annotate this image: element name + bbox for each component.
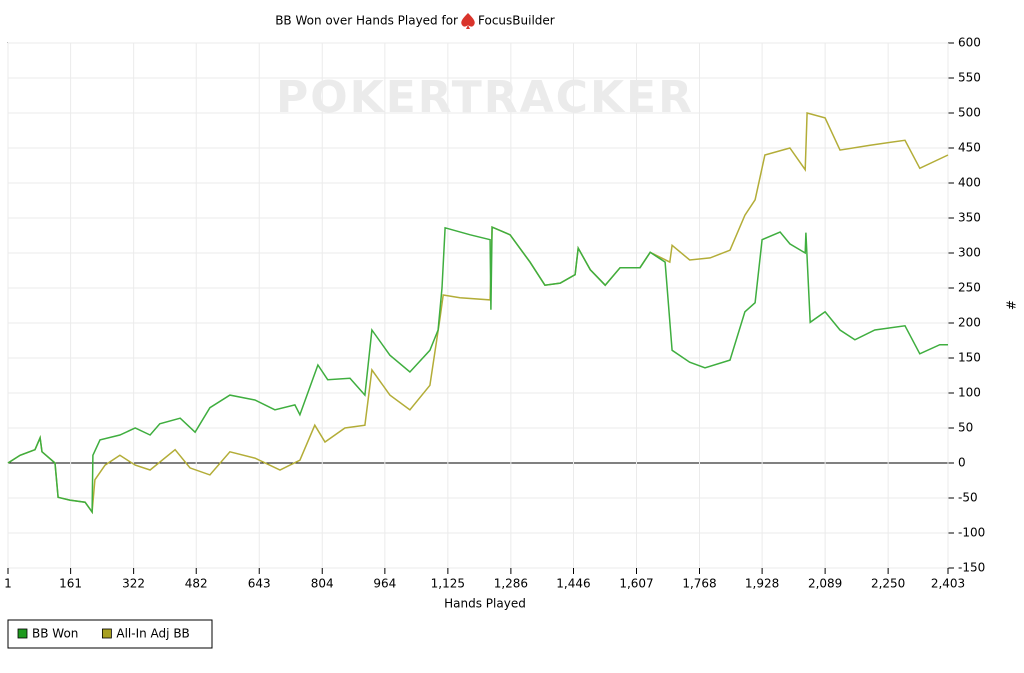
y-tick-label: 250	[958, 281, 981, 295]
series-line	[7, 112, 949, 515]
y-tick-label: 600	[958, 36, 981, 50]
x-tick-label: 322	[122, 577, 145, 591]
chart-title: BB Won over Hands Played for	[275, 14, 458, 28]
x-tick-label: 1	[4, 577, 12, 591]
x-tick-label: 482	[185, 577, 208, 591]
y-tick-label: -50	[958, 491, 978, 505]
legend-label: All-In Adj BB	[116, 627, 189, 641]
chart-layer: -150 -100 -50 0 50 100 150 200 250 300 350 400 450 50…	[4, 36, 985, 641]
watermark: POKERTRACKER	[276, 72, 694, 123]
y-axis-label: #	[1004, 300, 1018, 310]
x-tick-label: 2,250	[871, 577, 905, 591]
x-tick-label: 1,768	[682, 577, 716, 591]
y-tick-label: -150	[958, 561, 985, 575]
plot-area	[7, 42, 949, 569]
player-name: FocusBuilder	[478, 14, 555, 28]
x-tick-label: 643	[248, 577, 271, 591]
y-tick-label: 500	[958, 106, 981, 120]
x-tick-label: 2,089	[808, 577, 842, 591]
legend-label: BB Won	[32, 627, 78, 641]
y-tick-label: 0	[958, 456, 966, 470]
x-tick-label: 2,403	[931, 577, 965, 591]
series-line	[7, 225, 948, 515]
y-tick-label: 450	[958, 141, 981, 155]
y-tick-label: 200	[958, 316, 981, 330]
x-tick-label: 161	[59, 577, 82, 591]
x-tick-label: 804	[311, 577, 334, 591]
x-tick-label: 1,446	[556, 577, 590, 591]
y-tick-label: 50	[958, 421, 973, 435]
x-tick-label: 1,286	[494, 577, 528, 591]
y-tick-label: 100	[958, 386, 981, 400]
player-icon	[461, 13, 475, 29]
y-tick-label: -100	[958, 526, 985, 540]
x-tick-label: 1,125	[431, 577, 465, 591]
x-tick-label: 1,928	[745, 577, 779, 591]
x-tick-label: 1,607	[619, 577, 653, 591]
y-tick-label: 550	[958, 71, 981, 85]
x-tick-label: 964	[373, 577, 396, 591]
y-tick-label: 350	[958, 211, 981, 225]
legend-swatch	[17, 628, 28, 639]
legend-swatch	[101, 628, 112, 639]
y-tick-label: 400	[958, 176, 981, 190]
x-axis-label: Hands Played	[444, 597, 526, 611]
y-tick-label: 300	[958, 246, 981, 260]
y-tick-label: 150	[958, 351, 981, 365]
